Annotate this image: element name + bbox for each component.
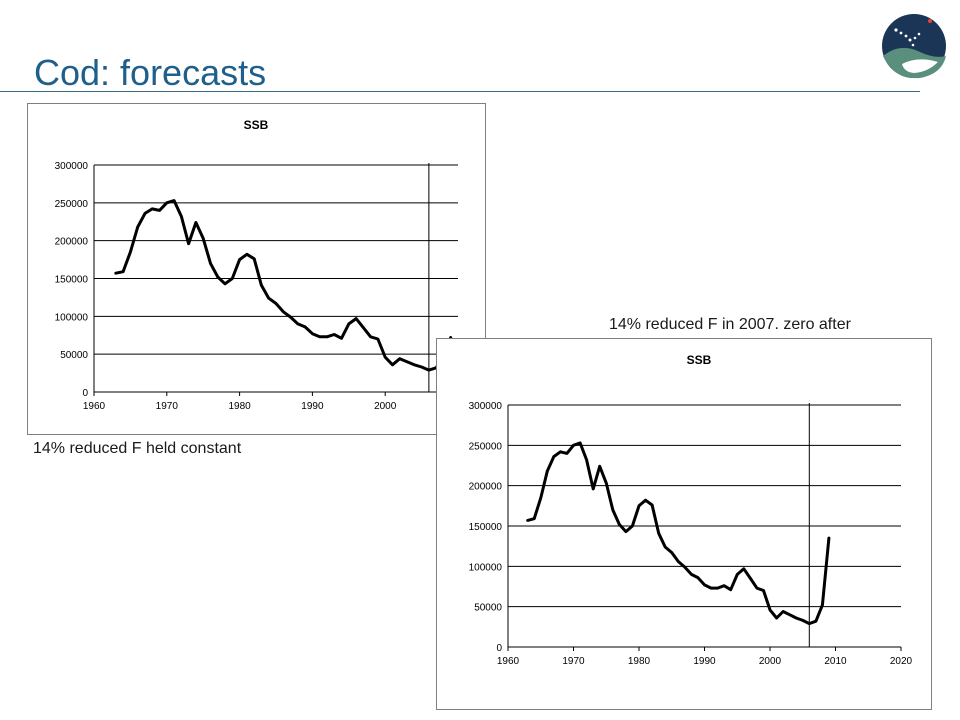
chart2-ytick-label: 0	[496, 643, 502, 654]
chart2-xtick-label: 1970	[562, 656, 585, 667]
chart2-xtick-label: 1960	[497, 656, 520, 667]
ssb-chart-zero-after-plot: SSB 0 50000 100000 150000 200000 250000 300000 1…	[469, 353, 913, 667]
chart1-ytick-label: 300000	[55, 161, 89, 172]
chart1-ytick-label: 250000	[55, 199, 89, 210]
chart2-xtick-label: 2000	[759, 656, 782, 667]
chart2-ytick-label: 50000	[474, 603, 502, 614]
slide-title: Cod: forecasts	[34, 52, 267, 93]
chart1-ytick-label: 150000	[55, 275, 89, 286]
chart1-xtick-label: 1980	[228, 401, 251, 412]
chart1-ytick-label: 50000	[60, 350, 88, 361]
chart1-xtick-label: 2000	[374, 401, 397, 412]
chart2-xtick-label: 1980	[628, 656, 651, 667]
chart1-ytick-label: 200000	[55, 237, 89, 248]
chart2-xtick-label: 2020	[890, 656, 913, 667]
chart1-ytick-label: 0	[82, 388, 88, 399]
title-divider	[0, 91, 920, 92]
constellation-logo-icon	[882, 14, 946, 79]
chart2-ytick-label: 150000	[469, 522, 503, 533]
ssb-chart-zero-after: SSB 0 50000 100000 150000 200000 250000 300000 1…	[436, 338, 932, 710]
chart1-ytick-label: 100000	[55, 312, 89, 323]
chart2-ytick-label: 100000	[469, 562, 503, 573]
ssb-chart-constant-f-plot: SSB 0 50000 100000 150000 200000 250000 300000 1…	[55, 118, 470, 412]
caption-zero-after: 14% reduced F in 2007. zero after	[609, 316, 851, 333]
chart1-ssb-series-line	[114, 199, 453, 372]
chart2-title: SSB	[687, 353, 712, 367]
chart2-ssb-series-line	[526, 441, 831, 626]
chart2-xtick-label: 2010	[824, 656, 847, 667]
caption-constant-f: 14% reduced F held constant	[33, 440, 242, 457]
chart1-xtick-label: 1960	[83, 401, 106, 412]
chart1-xtick-label: 1970	[156, 401, 179, 412]
chart1-title: SSB	[244, 118, 269, 132]
chart2-xtick-label: 1990	[693, 656, 716, 667]
chart2-ytick-label: 200000	[469, 482, 503, 493]
chart2-ytick-label: 300000	[469, 401, 503, 412]
ssb-chart-constant-f: SSB 0 50000 100000 150000 200000 250000 300000 1…	[27, 103, 486, 435]
chart2-ytick-label: 250000	[469, 441, 503, 452]
chart1-xtick-label: 1990	[301, 401, 324, 412]
